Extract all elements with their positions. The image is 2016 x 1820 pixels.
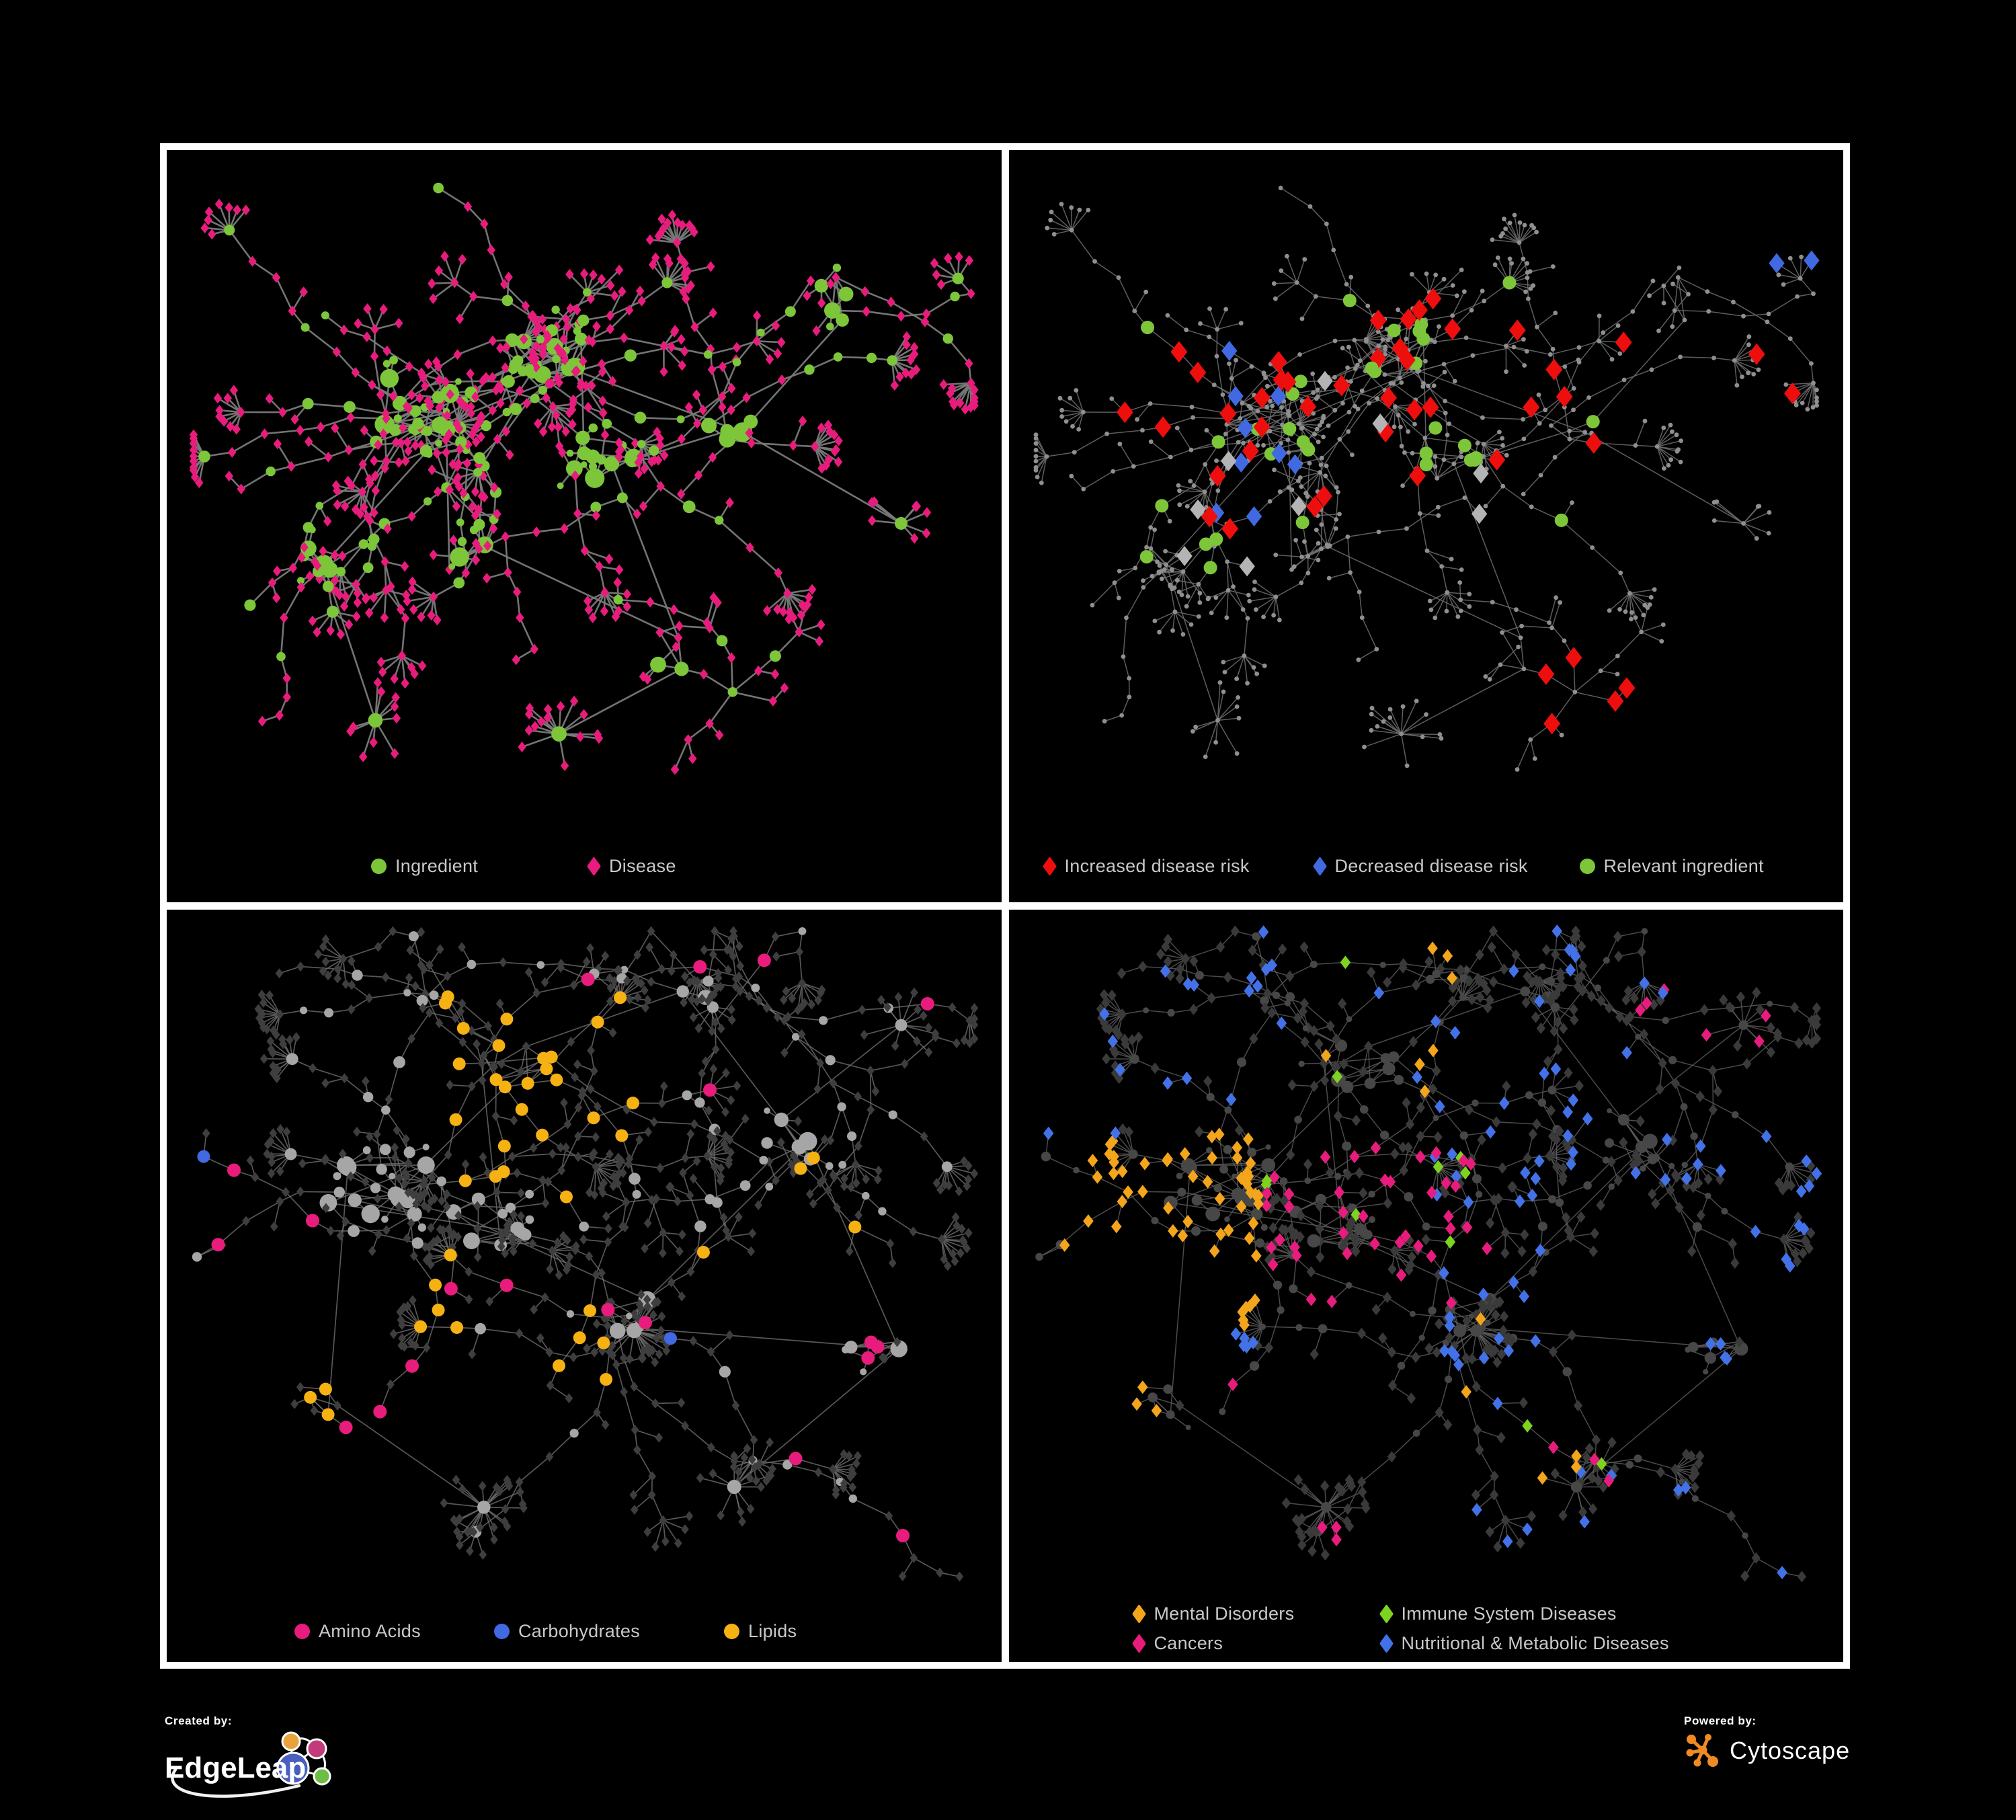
cytoscape-wordmark: Cytoscape xyxy=(1730,1737,1851,1764)
network-disease-risk xyxy=(1033,186,1820,772)
edgeleap-swoosh xyxy=(171,1768,301,1798)
panel-ingredient-disease: Ingredient Disease xyxy=(167,150,1002,902)
edgeleap-node-pink xyxy=(306,1738,327,1759)
cytoscape-icon xyxy=(1686,1734,1718,1767)
highlight-nodes-layer xyxy=(197,953,934,1542)
edgeleap-node-blue xyxy=(276,1751,310,1785)
edges-layer xyxy=(196,931,975,1577)
edgeleap-network-icon xyxy=(276,1731,331,1786)
edgeleap-logo: EdgeLeap xyxy=(165,1731,331,1798)
network-disease-categories xyxy=(1035,924,1822,1583)
nodes-layer xyxy=(1033,186,1819,772)
cytoscape-credit: Powered by: Cytosc xyxy=(1684,1714,1850,1770)
powered-by-label: Powered by: xyxy=(1684,1714,1757,1727)
quad-chart: Ingredient Disease Increased disease risk… xyxy=(160,143,1850,1669)
panel-disease-risk: Increased disease risk Decreased disease … xyxy=(1008,150,1843,902)
edgeleap-node-orange xyxy=(281,1731,301,1751)
created-by-label: Created by: xyxy=(165,1714,233,1727)
panel-disease-categories: Mental Disorders Immune System Diseases Ca… xyxy=(1008,910,1843,1662)
edgeleap-credit: Created by: EdgeLeap xyxy=(165,1714,353,1815)
panel-macronutrients: Amino Acids Carbohydrates Lipids xyxy=(167,910,1002,1662)
edgeleap-wordmark: EdgeLeap xyxy=(165,1751,306,1784)
edges-layer xyxy=(1039,931,1817,1577)
nodes-layer xyxy=(189,182,979,775)
network-macronutrients xyxy=(192,926,979,1582)
network-ingredient-disease xyxy=(189,182,979,775)
nodes-layer xyxy=(192,926,979,1582)
highlight-nodes-layer xyxy=(1043,924,1822,1579)
edgeleap-node-green xyxy=(313,1767,331,1786)
